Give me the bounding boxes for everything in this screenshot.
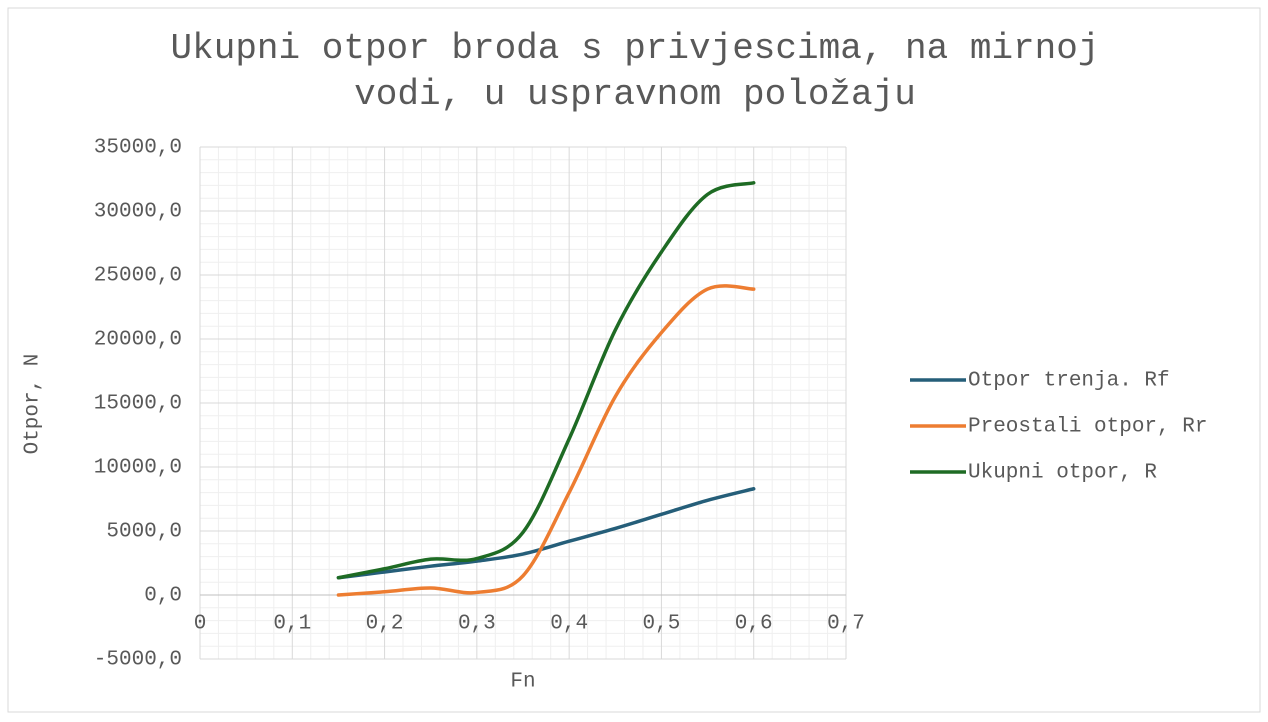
x-tick-label: 0,4 (550, 613, 588, 636)
x-tick-label: 0 (194, 613, 207, 636)
legend-label: Ukupni otpor, R (968, 462, 1157, 485)
x-tick-label: 0,2 (366, 613, 404, 636)
series-line (336, 487, 756, 580)
y-axis-title: Otpor, N (22, 354, 45, 455)
y-tick-label: 15000,0 (94, 393, 182, 416)
x-tick-label: 0,7 (827, 613, 865, 636)
legend-label: Preostali otpor, Rr (968, 416, 1207, 439)
x-tick-label: 0,1 (273, 613, 311, 636)
x-tick-label: 0,3 (458, 613, 496, 636)
y-tick-label: 35000,0 (94, 137, 182, 160)
x-tick-label: 0,6 (735, 613, 773, 636)
legend-label: Otpor trenja. Rf (968, 370, 1170, 393)
y-tick-label: 5000,0 (106, 521, 182, 544)
chart-title: Ukupni otpor broda s privjescima, na mir… (170, 28, 1100, 115)
y-tick-label: -5000,0 (94, 649, 182, 672)
y-tick-label: 0,0 (144, 585, 182, 608)
grid (199, 146, 847, 660)
x-axis-title: Fn (510, 671, 535, 694)
y-tick-label: 30000,0 (94, 201, 182, 224)
y-tick-label: 25000,0 (94, 265, 182, 288)
y-tick-label: 20000,0 (94, 329, 182, 352)
y-tick-label: 10000,0 (94, 457, 182, 480)
x-tick-label: 0,5 (643, 613, 681, 636)
series-line (336, 284, 756, 597)
series-line (336, 181, 756, 580)
